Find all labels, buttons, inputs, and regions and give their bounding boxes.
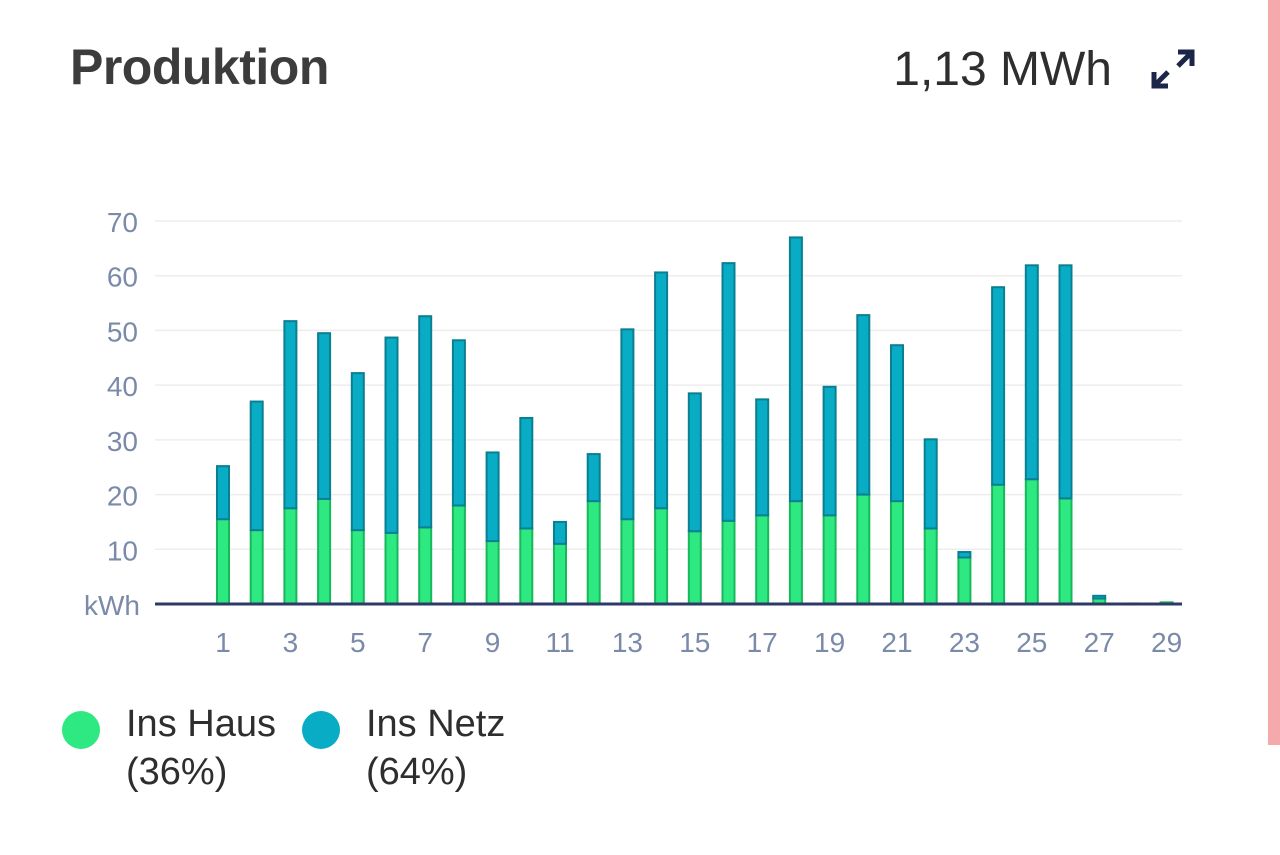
bar-ins-haus-day-23[interactable] [957, 556, 972, 605]
bar-ins-haus-day-8[interactable] [451, 504, 466, 605]
legend-label-ins-haus: Ins Haus [126, 703, 276, 745]
bar-ins-netz-day-2[interactable] [249, 400, 264, 532]
bar-ins-netz-day-5[interactable] [350, 372, 365, 532]
bar-ins-netz-day-15[interactable] [687, 392, 702, 533]
x-tick-label: 21 [881, 627, 912, 658]
bar-ins-netz-day-24[interactable] [991, 286, 1006, 486]
bar-ins-netz-day-12[interactable] [586, 453, 601, 503]
x-tick-label: 7 [417, 627, 433, 658]
bar-ins-haus-day-11[interactable] [553, 542, 567, 605]
bar-ins-netz-day-22[interactable] [923, 438, 938, 530]
bar-ins-haus-day-15[interactable] [687, 530, 702, 605]
bar-ins-netz-day-10[interactable] [519, 416, 534, 530]
bar-ins-netz-day-25[interactable] [1024, 264, 1039, 481]
x-tick-label: 29 [1151, 627, 1182, 658]
scrollbar-strip[interactable] [1268, 0, 1280, 745]
legend-label-ins-netz: Ins Netz [365, 703, 506, 745]
legend-percent-ins-netz: (64%) [365, 751, 468, 793]
y-tick-label: 10 [107, 535, 138, 566]
bar-ins-haus-day-18[interactable] [788, 500, 803, 605]
bar-ins-netz-day-6[interactable] [384, 336, 399, 534]
bar-ins-haus-day-1[interactable] [216, 518, 230, 606]
bar-ins-netz-day-26[interactable] [1058, 264, 1073, 500]
page-title: Produktion [70, 39, 329, 95]
total-production-value: 1,13 MWh [893, 43, 1112, 96]
legend-swatch-ins-netz [301, 711, 340, 749]
bar-ins-netz-day-3[interactable] [283, 320, 298, 510]
bar-ins-haus-day-25[interactable] [1024, 478, 1039, 606]
bar-ins-haus-day-20[interactable] [856, 493, 871, 606]
y-tick-label: 60 [107, 262, 138, 293]
bar-ins-netz-day-7[interactable] [418, 315, 433, 529]
bar-ins-haus-day-14[interactable] [654, 507, 669, 605]
bar-ins-netz-day-27[interactable] [1092, 594, 1107, 600]
bar-ins-haus-day-3[interactable] [283, 507, 298, 605]
y-tick-label: 50 [107, 316, 138, 347]
bar-ins-haus-day-9[interactable] [485, 540, 500, 605]
x-tick-label: 27 [1084, 627, 1115, 658]
bar-series [216, 236, 1174, 606]
x-tick-label: 5 [350, 627, 366, 658]
bar-ins-haus-day-2[interactable] [249, 529, 264, 606]
x-tick-label: 19 [814, 627, 845, 658]
expand-icon[interactable] [1148, 44, 1198, 94]
bar-ins-haus-day-17[interactable] [755, 514, 770, 605]
bar-ins-netz-day-21[interactable] [890, 344, 904, 503]
bar-ins-netz-day-23[interactable] [957, 551, 972, 559]
legend-item-ins-haus[interactable]: Ins Haus (36%) [62, 700, 276, 796]
bar-ins-netz-day-11[interactable] [553, 520, 567, 545]
x-tick-label: 23 [949, 627, 980, 658]
x-tick-label: 25 [1016, 627, 1047, 658]
bar-ins-netz-day-18[interactable] [788, 236, 803, 503]
bar-ins-haus-day-26[interactable] [1058, 497, 1073, 605]
x-tick-label: 13 [612, 627, 643, 658]
legend-swatch-ins-haus [62, 711, 100, 749]
bar-ins-haus-day-16[interactable] [721, 519, 736, 605]
bar-ins-netz-day-9[interactable] [485, 451, 500, 543]
bar-ins-netz-day-16[interactable] [721, 262, 736, 522]
bar-ins-haus-day-13[interactable] [620, 518, 635, 606]
bar-ins-haus-day-24[interactable] [991, 483, 1006, 606]
legend-percent-ins-haus: (36%) [126, 751, 228, 793]
bar-ins-haus-day-12[interactable] [586, 500, 601, 605]
bar-ins-haus-day-6[interactable] [384, 531, 399, 605]
bar-ins-netz-day-14[interactable] [654, 271, 669, 510]
y-tick-label: 70 [107, 207, 138, 238]
chart-legend: Ins Haus (36%) Ins Netz (64%) [62, 700, 505, 796]
y-tick-label: 40 [107, 371, 138, 402]
x-tick-label: 11 [545, 627, 574, 658]
bar-ins-netz-day-13[interactable] [620, 328, 635, 521]
bar-ins-haus-day-10[interactable] [519, 527, 534, 605]
bar-ins-haus-day-19[interactable] [822, 514, 837, 605]
bar-ins-haus-day-21[interactable] [890, 500, 904, 605]
bar-ins-haus-day-5[interactable] [350, 529, 365, 606]
bar-ins-haus-day-22[interactable] [923, 527, 938, 605]
y-axis-unit-label: kWh [84, 590, 140, 621]
bar-ins-netz-day-1[interactable] [216, 465, 230, 521]
bar-ins-netz-day-17[interactable] [755, 398, 770, 517]
legend-item-ins-netz[interactable]: Ins Netz (64%) [301, 700, 506, 796]
y-tick-label: 30 [107, 426, 138, 457]
bar-ins-netz-day-19[interactable] [822, 385, 837, 517]
x-tick-label: 15 [679, 627, 710, 658]
x-tick-label: 9 [485, 627, 501, 658]
bar-ins-haus-day-4[interactable] [317, 497, 332, 606]
y-tick-label: 20 [107, 481, 138, 512]
bar-ins-netz-day-8[interactable] [451, 339, 466, 507]
bar-ins-netz-day-4[interactable] [317, 332, 332, 500]
x-tick-label: 17 [747, 627, 778, 658]
bar-ins-netz-day-20[interactable] [856, 314, 871, 496]
x-tick-label: 1 [215, 627, 231, 658]
x-tick-label: 3 [283, 627, 299, 658]
bar-ins-haus-day-7[interactable] [418, 526, 433, 606]
